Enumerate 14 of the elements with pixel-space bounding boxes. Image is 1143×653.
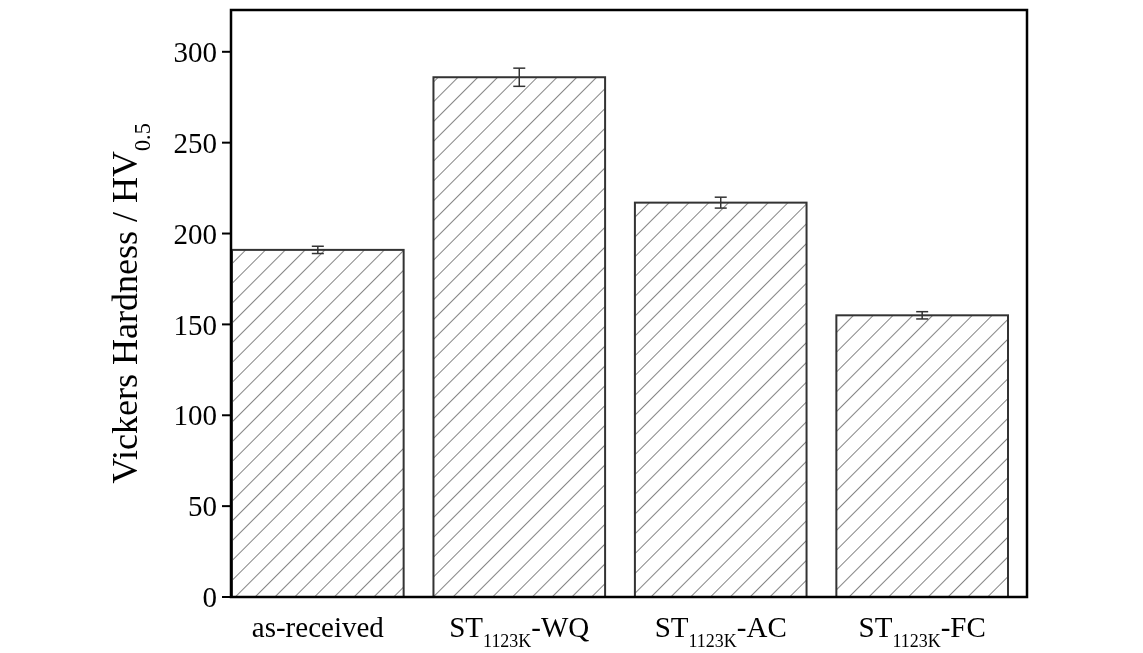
x-tick-label: ST$_{1123K}$-AC	[654, 611, 787, 651]
y-tick-label: 150	[173, 308, 217, 341]
y-tick-label: 50	[188, 490, 217, 523]
x-tick-label: as-received	[251, 611, 385, 643]
x-tick-label: ST$_{1123K}$-FC	[858, 611, 986, 651]
y-tick-label: 100	[173, 399, 217, 432]
x-tick-label: ST$_{1123K}$-WQ	[449, 611, 590, 651]
y-tick-label: 0	[202, 581, 217, 614]
bar	[633, 201, 808, 598]
y-tick-label: 250	[173, 126, 217, 159]
y-tick-label: 300	[173, 35, 217, 68]
bar	[835, 314, 1009, 598]
bar	[231, 248, 405, 598]
y-tick-label: 200	[173, 217, 217, 250]
